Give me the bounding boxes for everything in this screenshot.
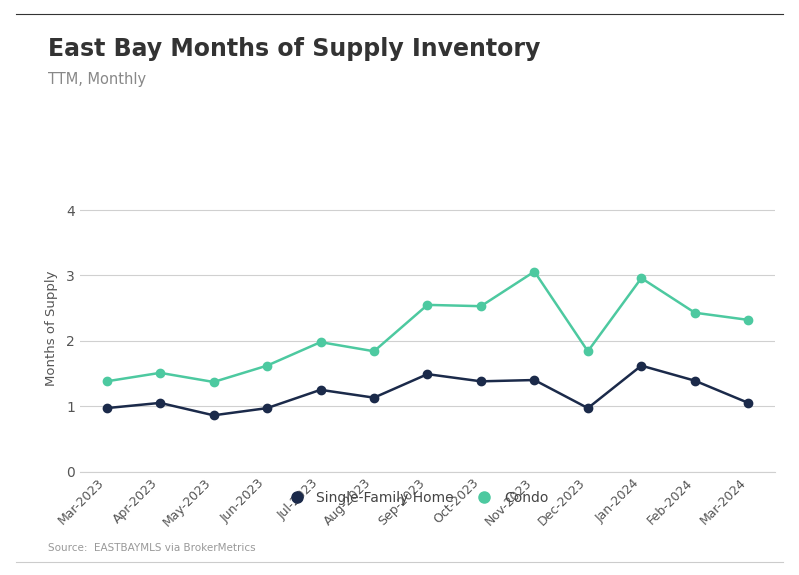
Condo	[423, 301, 432, 308]
Single-Family Home	[369, 394, 379, 401]
Condo	[209, 378, 218, 385]
Text: TTM, Monthly: TTM, Monthly	[48, 72, 146, 87]
Condo	[316, 339, 325, 346]
Single-Family Home	[209, 412, 218, 419]
Single-Family Home	[262, 405, 272, 412]
Condo	[155, 369, 165, 376]
Condo	[637, 275, 646, 282]
Single-Family Home	[530, 377, 539, 384]
Single-Family Home	[155, 400, 165, 407]
Single-Family Home	[637, 362, 646, 369]
Legend: Single-Family Home, Condo: Single-Family Home, Condo	[277, 485, 554, 511]
Single-Family Home	[744, 400, 753, 407]
Single-Family Home	[423, 371, 432, 378]
Condo	[262, 362, 272, 369]
Text: East Bay Months of Supply Inventory: East Bay Months of Supply Inventory	[48, 37, 540, 62]
Line: Single-Family Home: Single-Family Home	[102, 362, 753, 420]
Line: Condo: Condo	[102, 267, 753, 386]
Single-Family Home	[690, 377, 700, 384]
Single-Family Home	[316, 386, 325, 393]
Condo	[101, 378, 111, 385]
Single-Family Home	[583, 405, 593, 412]
Condo	[583, 348, 593, 355]
Condo	[369, 348, 379, 355]
Y-axis label: Months of Supply: Months of Supply	[45, 270, 58, 385]
Condo	[690, 309, 700, 316]
Condo	[476, 302, 486, 309]
Single-Family Home	[476, 378, 486, 385]
Condo	[744, 316, 753, 323]
Single-Family Home	[101, 405, 111, 412]
Condo	[530, 268, 539, 275]
Text: Source:  EASTBAYMLS via BrokerMetrics: Source: EASTBAYMLS via BrokerMetrics	[48, 543, 256, 553]
